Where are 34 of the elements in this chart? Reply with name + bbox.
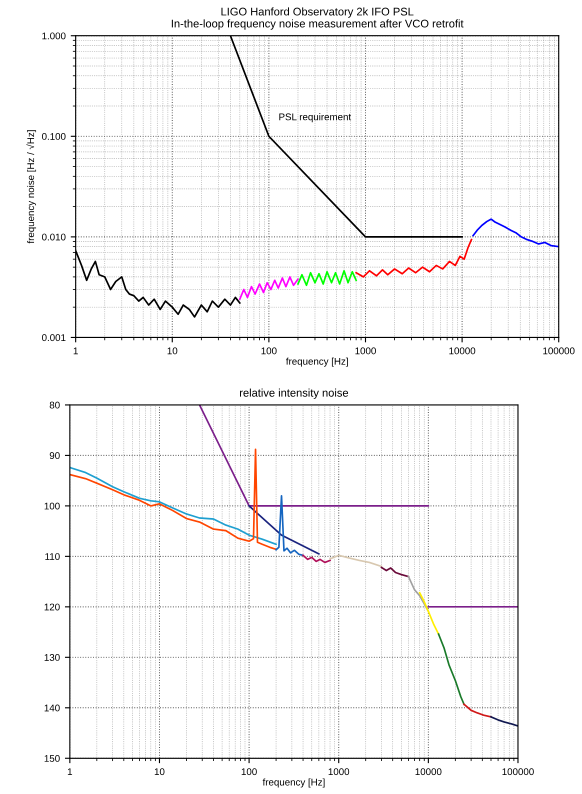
y-tick-label: 140 — [44, 704, 60, 712]
y-tick-label: 0.100 — [42, 133, 66, 140]
x-tick-label: 100 — [262, 347, 277, 354]
line-series — [418, 592, 440, 635]
x-tick-label: 1 — [68, 768, 72, 776]
y-tick-label: 100 — [44, 502, 60, 510]
x-tick-label: 10 — [168, 347, 178, 354]
chart-subtitle: In-the-loop frequency noise measurement after VCO retrofit — [172, 19, 464, 30]
y-tick-label: 130 — [44, 654, 60, 661]
x-tick-label: 1000 — [355, 347, 376, 354]
x-tick-label: 10000 — [416, 768, 442, 776]
annotation: PSL requirement — [279, 113, 352, 122]
line-series — [438, 633, 465, 706]
y-tick-label: 1.000 — [42, 32, 66, 40]
y-tick-label: 0.001 — [42, 334, 66, 342]
y-tick-label: 110 — [45, 553, 60, 560]
x-tick-label: 100000 — [543, 347, 575, 354]
y-tick-label: 120 — [44, 604, 60, 610]
y-axis-title: frequency noise [Hz / √Hz] — [26, 130, 36, 244]
x-tick-label: 10000 — [449, 347, 476, 354]
x-tick-label: 100000 — [502, 768, 534, 776]
chart-title: LIGO Hanford Observatory 2k IFO PSL — [221, 7, 414, 18]
y-tick-label: 90 — [50, 452, 60, 460]
x-tick-label: 10 — [154, 768, 164, 776]
y-tick-label: 150 — [44, 755, 60, 762]
x-tick-label: 1000 — [328, 768, 350, 776]
x-tick-label: 100 — [242, 768, 257, 776]
x-axis-title: frequency [Hz] — [262, 778, 325, 788]
x-tick-label: 1 — [74, 348, 78, 354]
x-axis-title: frequency [Hz] — [286, 358, 348, 367]
y-tick-label: 80 — [50, 402, 60, 409]
y-tick-label: 0.010 — [42, 234, 66, 240]
chart-title: relative intensity noise — [240, 388, 348, 399]
line-series — [275, 494, 304, 556]
